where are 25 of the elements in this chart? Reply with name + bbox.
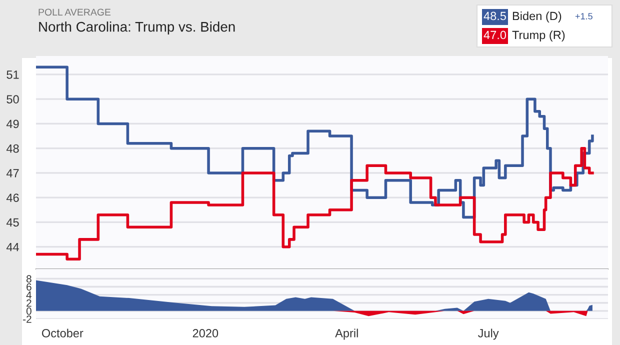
y-tick-label: 6 <box>26 283 32 291</box>
y-tick-label: 0 <box>26 307 32 315</box>
y-tick-label: 47 <box>6 169 19 178</box>
text: 48.5 <box>484 12 506 20</box>
y-tick-label: 44 <box>6 242 19 252</box>
chart-subtitle: POLL AVERAGE <box>38 8 111 16</box>
text: +1.5 <box>575 13 592 20</box>
legend-label: Biden (D) <box>512 12 562 22</box>
y-tick-label: 8 <box>26 275 32 283</box>
x-tick-label: 2020 <box>192 329 218 338</box>
text: 47.0 <box>484 30 506 40</box>
y-tick-label: 49 <box>6 120 19 128</box>
y-tick-label: 46 <box>6 194 19 202</box>
y-tick-label: 2 <box>26 299 32 307</box>
y-tick-label: 45 <box>6 218 19 227</box>
y-tick-label: 51 <box>6 70 19 79</box>
chart-title: North Carolina: Trump vs. Biden <box>39 22 235 34</box>
y-tick-label: 48 <box>6 144 19 153</box>
y-tick-label: 50 <box>6 95 19 104</box>
y-tick-label: -2 <box>23 316 32 323</box>
legend-label: Trump (R) <box>512 30 565 42</box>
y-tick-label: 4 <box>26 291 32 299</box>
x-tick-label: April <box>335 328 358 340</box>
x-tick-label: October <box>42 328 84 338</box>
x-tick-label: July <box>478 328 499 340</box>
